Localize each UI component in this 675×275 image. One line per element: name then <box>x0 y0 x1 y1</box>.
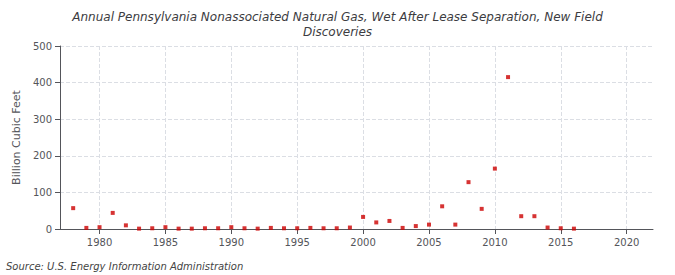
svg-text:100: 100 <box>33 187 52 198</box>
svg-text:Billion Cubic Feet: Billion Cubic Feet <box>10 89 23 184</box>
svg-text:1985: 1985 <box>153 237 178 248</box>
svg-text:2005: 2005 <box>416 237 441 248</box>
svg-text:200: 200 <box>33 150 52 161</box>
svg-text:400: 400 <box>33 77 52 88</box>
svg-text:Discoveries: Discoveries <box>303 25 372 39</box>
svg-text:0: 0 <box>46 224 52 235</box>
svg-text:300: 300 <box>33 114 52 125</box>
svg-text:2000: 2000 <box>350 237 375 248</box>
svg-text:2015: 2015 <box>548 237 573 248</box>
svg-text:1990: 1990 <box>219 237 244 248</box>
svg-text:2010: 2010 <box>482 237 507 248</box>
svg-text:1980: 1980 <box>87 237 112 248</box>
svg-text:Annual Pennsylvania Nonassocia: Annual Pennsylvania Nonassociated Natura… <box>71 10 603 24</box>
svg-text:Source: U.S. Energy Informatio: Source: U.S. Energy Information Administ… <box>6 261 243 272</box>
svg-text:500: 500 <box>33 41 52 52</box>
svg-text:2020: 2020 <box>614 237 639 248</box>
svg-text:1995: 1995 <box>284 237 309 248</box>
